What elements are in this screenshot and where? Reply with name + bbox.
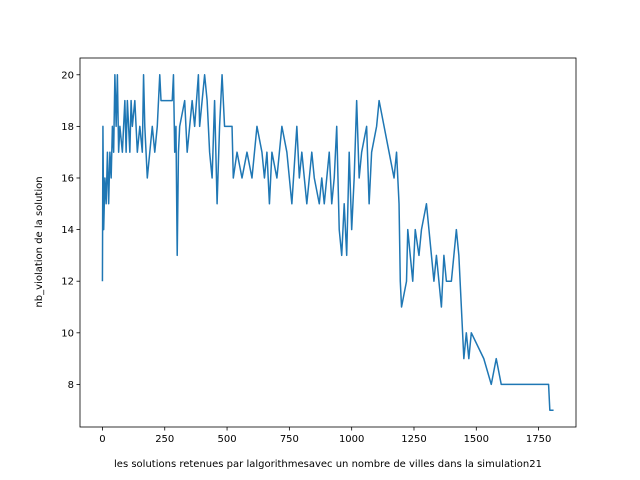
x-axis-label: les solutions retenues par lalgorithmesa… xyxy=(114,459,542,470)
x-tick-label: 250 xyxy=(155,434,174,445)
y-tick-label: 10 xyxy=(61,328,74,339)
x-tick-label: 1000 xyxy=(339,434,364,445)
x-tick-label: 1250 xyxy=(401,434,426,445)
x-tick-label: 500 xyxy=(218,434,237,445)
x-tick-label: 1500 xyxy=(464,434,489,445)
data-line xyxy=(101,74,554,411)
y-tick-label: 12 xyxy=(61,277,74,288)
y-tick-label: 20 xyxy=(61,70,74,81)
plot-frame xyxy=(79,57,577,428)
y-tick-label: 14 xyxy=(61,225,74,236)
x-tick-label: 0 xyxy=(99,434,105,445)
x-tick-label: 1750 xyxy=(526,434,551,445)
y-tick-label: 18 xyxy=(61,122,74,133)
y-tick-label: 16 xyxy=(61,173,74,184)
y-axis-label: nb_violation de la solution xyxy=(34,176,45,307)
y-tick-label: 8 xyxy=(68,380,74,391)
x-tick-label: 750 xyxy=(280,434,299,445)
